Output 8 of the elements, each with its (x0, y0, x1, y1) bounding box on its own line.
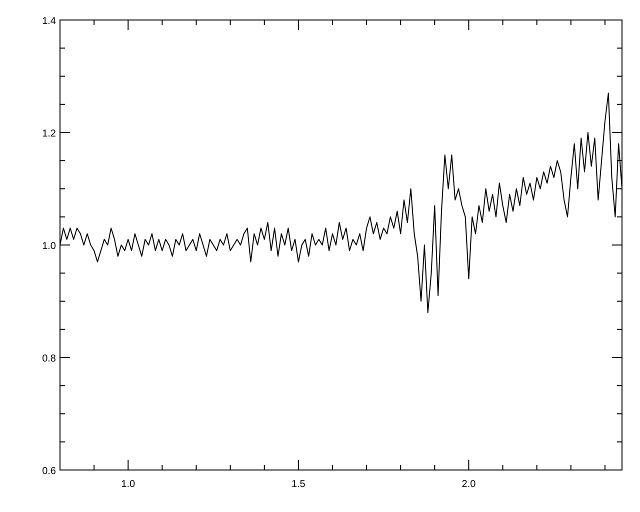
x-tick-label: 2.0 (462, 479, 476, 490)
y-tick-label: 0.6 (42, 466, 56, 477)
y-tick-label: 1.0 (42, 241, 56, 252)
x-tick-label: 1.0 (121, 479, 136, 490)
y-tick-label: 0.8 (42, 354, 56, 364)
x-tick-label: 1.5 (291, 479, 306, 490)
y-tick-label: 1.2 (42, 128, 56, 140)
y-tick-label: 1.4 (42, 16, 56, 27)
